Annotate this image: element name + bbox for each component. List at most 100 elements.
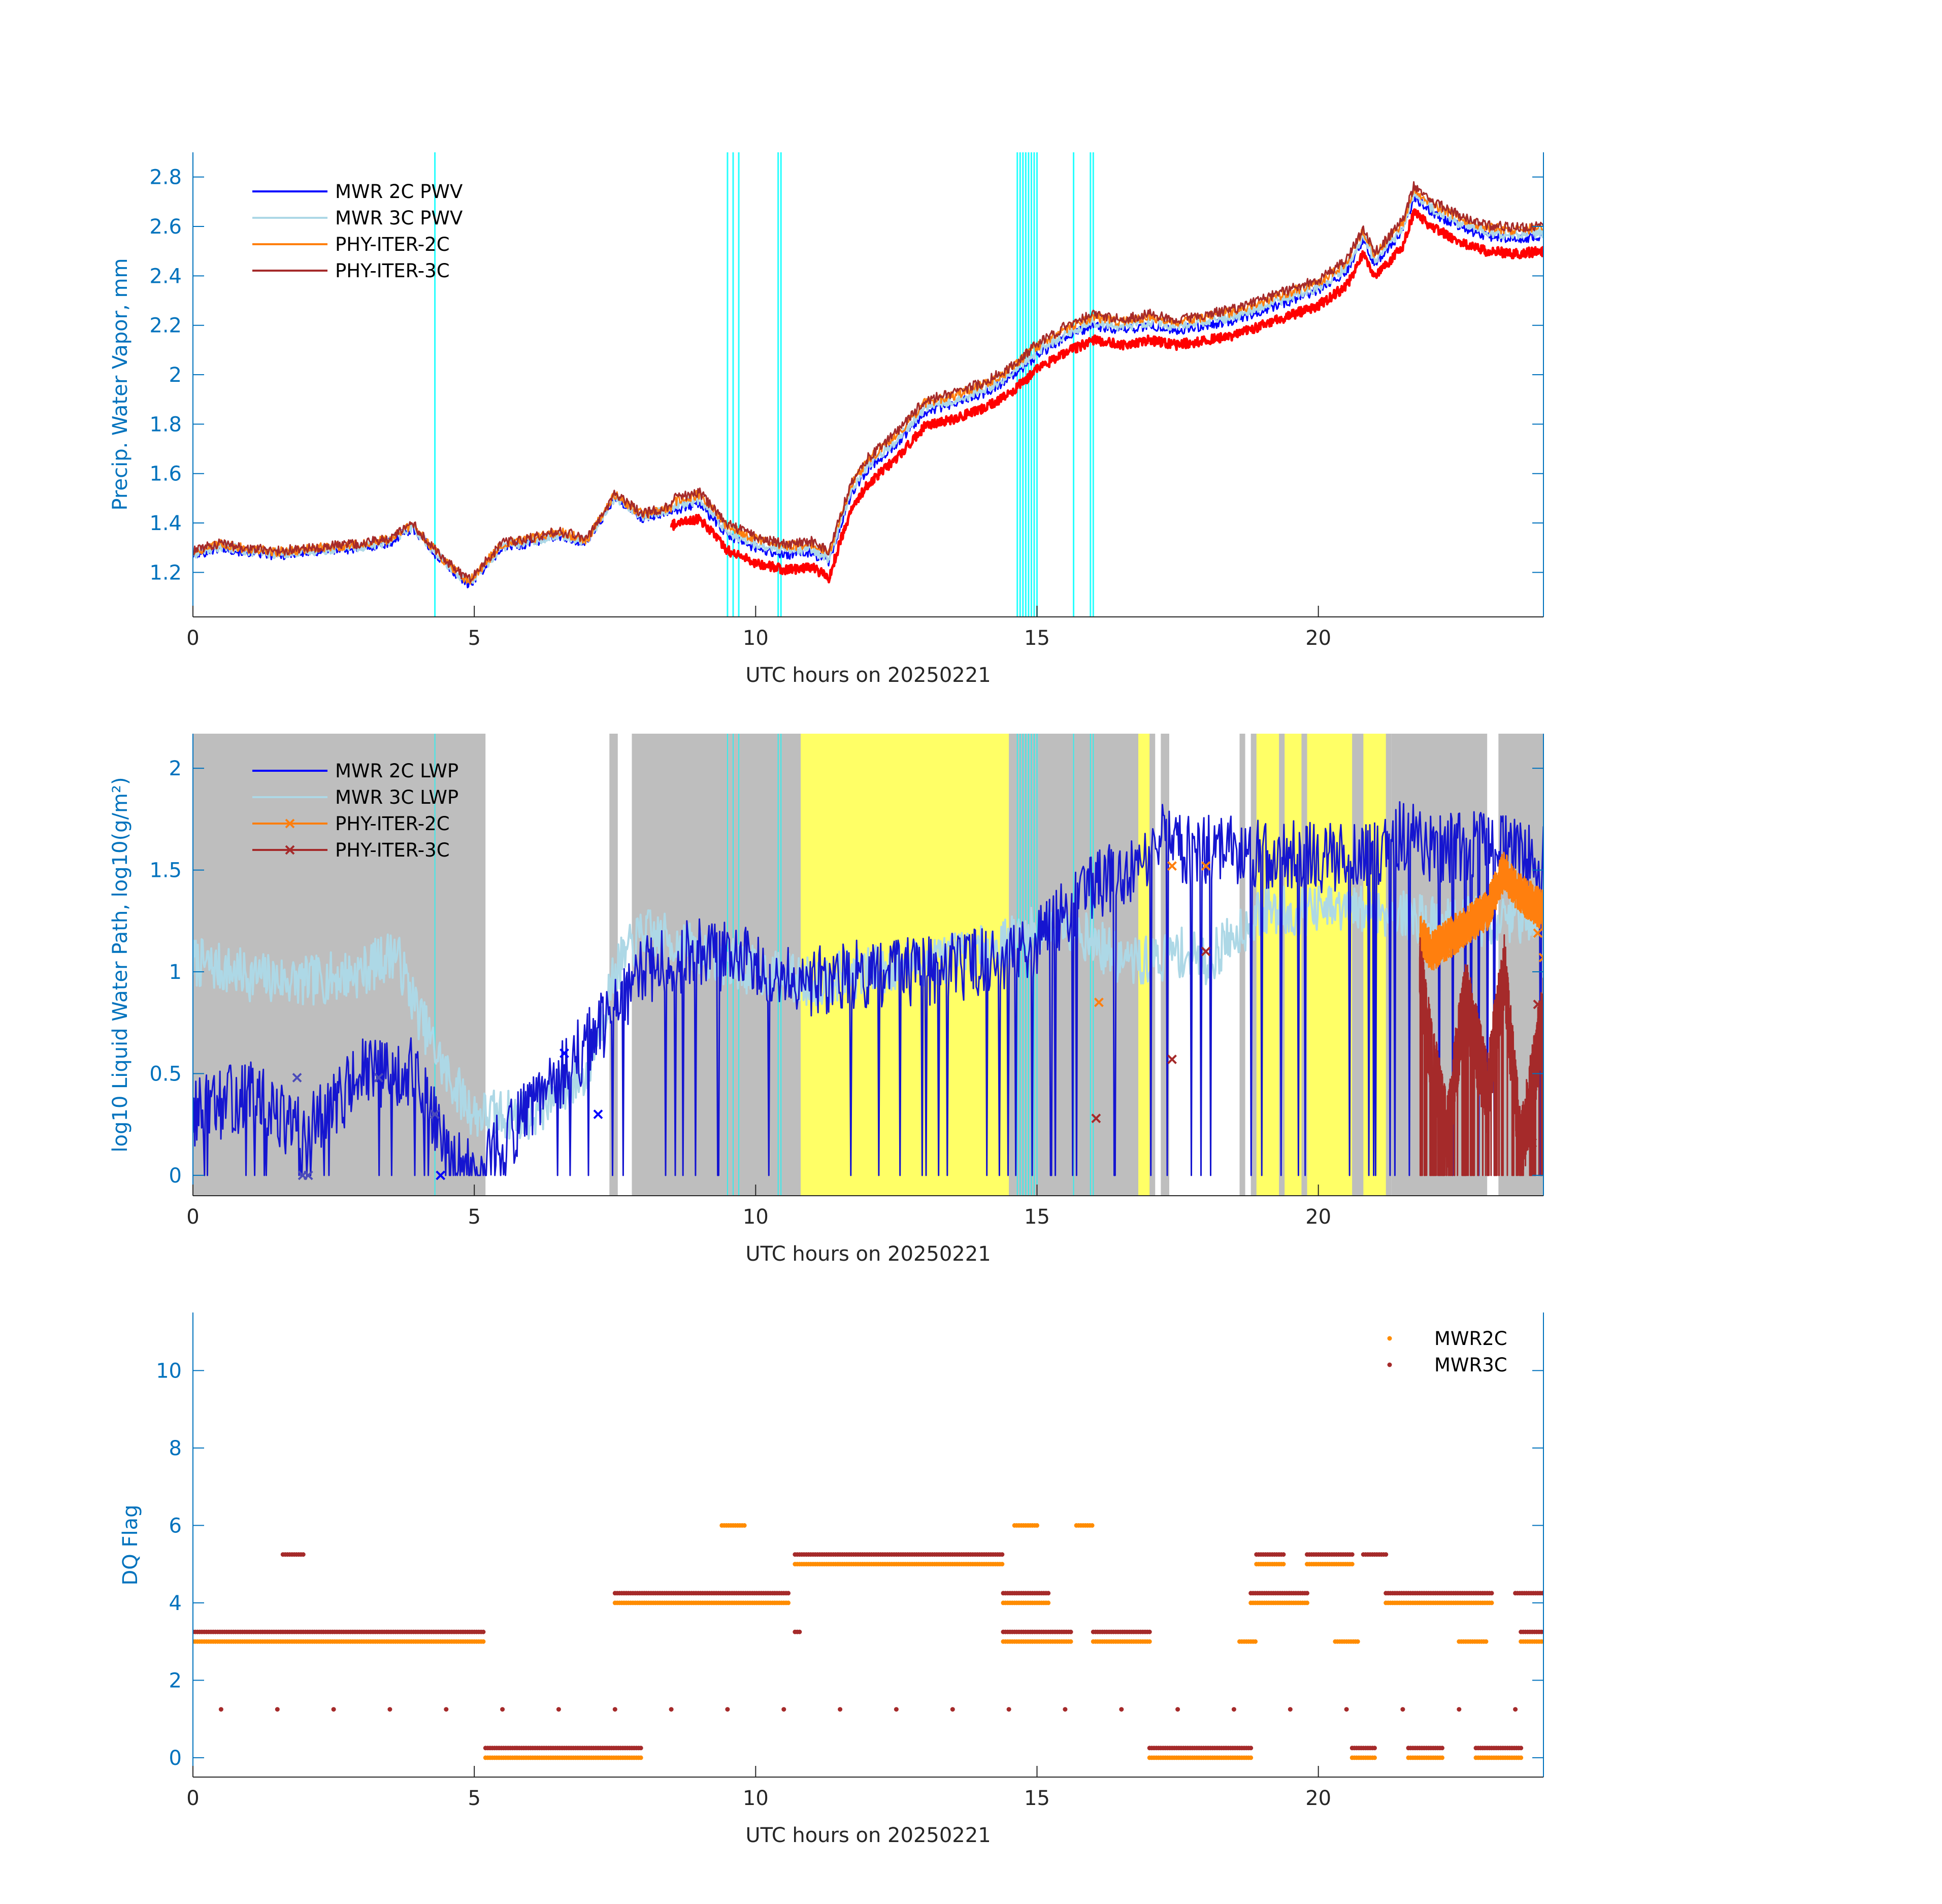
y-tick-label: 2 [169,364,182,387]
legend-label-phy2c: PHY-ITER-2C [335,234,450,255]
series-phy3c-lwp [1419,934,1543,1176]
pwv-legend: MWR 2C PWV MWR 3C PWV PHY-ITER-2C PHY-IT… [252,181,463,282]
pwv-ylabel: Precip. Water Vapor, mm [109,258,132,511]
x-tick-label: 10 [743,1205,769,1229]
dq-point-mwr3c [1068,1629,1073,1634]
x-tick-label: 20 [1305,1205,1331,1229]
lwp-xlabel: UTC hours on 20250221 [745,1242,991,1266]
y-tick-label: 10 [156,1359,182,1383]
dq-point-mwr3c [1384,1552,1389,1557]
dq-point-mwr3c [1175,1707,1180,1712]
dq-point-mwr3c [1400,1707,1405,1712]
dq-point-mwr3c [275,1707,280,1712]
pwv-cyan-flag-lines [434,152,1094,617]
marker-phy3c-lwp [1091,1113,1101,1124]
marker-phy3c-lwp [1527,1138,1537,1148]
y-tick-label: 2 [169,757,182,780]
dq-point-mwr2c [1355,1639,1360,1644]
lwp-panel: 0 5 10 15 20 0 0.5 1 1.5 2 log10 Liquid Water Pat… [109,734,1544,1266]
dq-point-mwr2c [1147,1639,1152,1644]
x-tick-label: 15 [1024,1205,1050,1229]
dq-point-mwr2c [1046,1600,1051,1605]
dq-point-mwr3c [1006,1707,1011,1712]
legend-label-mwr2c-lwp: MWR 2C LWP [335,760,458,782]
dq-point-mwr2c [1248,1755,1254,1760]
x-tick-label: 5 [468,627,480,650]
marker-phy2c-lwp [1094,997,1104,1007]
lwp-axes: 0 5 10 15 20 0 0.5 1 1.5 2 [149,734,1544,1229]
dq-point-mwr2c [1484,1639,1489,1644]
dq-point-mwr2c [638,1755,643,1760]
dq-point-mwr3c [950,1707,955,1712]
dq-ylabel: DQ Flag [119,1504,142,1585]
series-phy2c-lwp [1419,851,1543,971]
dq-point-mwr3c [1349,1552,1355,1557]
dq-point-mwr3c [1119,1707,1124,1712]
dq-point-mwr2c [1090,1523,1095,1528]
x-tick-label: 20 [1305,627,1331,650]
y-tick-label: 1 [169,961,182,984]
dq-point-mwr3c [1440,1746,1444,1751]
y-tick-label: 1.8 [149,413,182,436]
series-mwr3c-lwp [193,884,1543,1140]
dq-point-mwr3c [1147,1629,1152,1634]
legend-dot-mwr2c [1387,1336,1392,1341]
pwv-axes: 0 5 10 15 20 1.2 1.4 1.6 1.8 2 2.2 2.4 2.6 2.8 [149,152,1544,650]
x-tick-label: 20 [1305,1787,1331,1810]
legend-label-phy2c-lwp: PHY-ITER-2C [335,813,450,835]
marker-phy3c-lwp [1167,1054,1177,1064]
dq-point-mwr3c [1288,1707,1293,1712]
dq-point-mwr3c [1344,1707,1349,1712]
dq-point-mwr2c [1519,1755,1524,1760]
series-unlabeled-red [670,208,1543,584]
dq-point-mwr3c [331,1707,336,1712]
pwv-xlabel: UTC hours on 20250221 [745,664,991,687]
dq-point-mwr3c [387,1707,392,1712]
lwp-legend: MWR 2C LWP MWR 3C LWP PHY-ITER-2C PHY-IT… [252,760,458,861]
marker-mwr3c-lwp [430,1109,440,1120]
dq-point-mwr3c [1281,1552,1286,1557]
dq-point-mwr3c [481,1629,486,1634]
marker-phy2c-lwp [1538,953,1543,963]
legend-label-mwr3c: MWR3C [1434,1354,1507,1376]
marker-mwr2c-lwp [559,1048,569,1058]
dq-point-mwr2c [1489,1600,1494,1605]
dq-point-mwr3c [444,1707,449,1712]
marker-phy3c-lwp [1201,946,1211,957]
marker-phy2c-lwp [1201,861,1211,871]
legend-marker-phy3c-lwp [285,845,295,855]
dq-point-mwr3c [1457,1707,1462,1712]
dq-points-group [193,1523,1543,1760]
dq-point-mwr2c [1281,1562,1286,1567]
dq-point-mwr3c [218,1707,223,1712]
dq-point-mwr2c [1068,1639,1073,1644]
dq-point-mwr3c [1513,1707,1518,1712]
dq-point-mwr3c [556,1707,561,1712]
lwp-markers-group [292,861,1543,1180]
dq-point-mwr3c [301,1552,306,1557]
y-tick-label: 1.5 [149,859,182,882]
dq-point-mwr2c [1035,1523,1039,1528]
marker-phy3c-lwp [1533,999,1543,1009]
dq-point-mwr3c [1372,1746,1377,1751]
marker-mwr2c-lwp [436,1170,446,1180]
dq-point-mwr3c [725,1707,730,1712]
yellow-band [1307,734,1353,1196]
gray-band [1239,734,1245,1196]
dq-point-mwr2c [786,1600,791,1605]
dq-point-mwr3c [1540,1591,1543,1596]
dq-xlabel: UTC hours on 20250221 [745,1824,991,1847]
dq-point-mwr2c [481,1639,486,1644]
dq-point-mwr3c [838,1707,843,1712]
series-phy-iter-3c [193,181,1543,583]
x-tick-label: 5 [468,1205,480,1229]
dq-point-mwr3c [1063,1707,1068,1712]
dq-point-mwr2c [1305,1600,1309,1605]
x-tick-label: 0 [186,1787,199,1810]
dq-point-mwr3c [1305,1591,1309,1596]
legend-label-mwr2c: MWR2C [1434,1328,1507,1350]
dq-point-mwr3c [786,1591,791,1596]
dq-panel: 0 5 10 15 20 0 2 4 6 8 10 DQ Flag UTC hours on 202… [119,1312,1544,1847]
x-tick-label: 10 [743,1787,769,1810]
